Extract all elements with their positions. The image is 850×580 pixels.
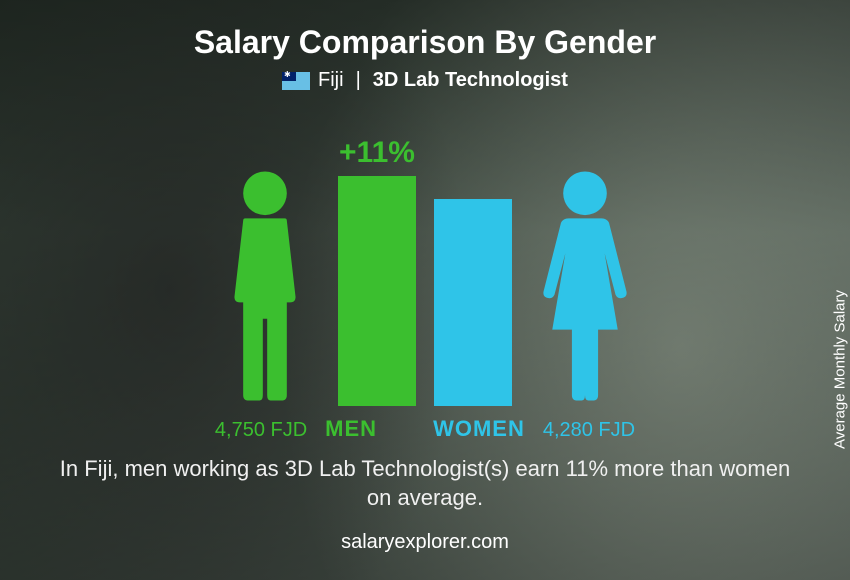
men-bar [338, 176, 416, 406]
footer-source: salaryexplorer.com [341, 531, 509, 554]
women-bar-col [434, 116, 512, 406]
men-salary-label: 4,750 FJD [215, 419, 307, 442]
fiji-flag-icon [282, 72, 310, 90]
men-label: MEN [325, 416, 377, 442]
separator: | [356, 69, 361, 92]
female-icon [530, 166, 640, 406]
country-label: Fiji [318, 69, 344, 92]
subtitle-row: Fiji | 3D Lab Technologist [282, 69, 568, 92]
women-salary-label: 4,280 FJD [543, 419, 635, 442]
labels-row: 4,750 FJD MEN WOMEN 4,280 FJD [40, 406, 810, 442]
job-title-label: 3D Lab Technologist [373, 69, 568, 92]
women-label: WOMEN [433, 416, 525, 442]
pct-diff-label: +11% [339, 136, 415, 170]
y-axis-label: Average Monthly Salary [832, 290, 849, 449]
men-icon-col [210, 166, 320, 406]
men-bar-col: +11% [338, 116, 416, 406]
male-icon [210, 166, 320, 406]
chart-area: +11% [40, 102, 810, 406]
infographic-content: Salary Comparison By Gender Fiji | 3D La… [0, 0, 850, 580]
description-text: In Fiji, men working as 3D Lab Technolog… [45, 454, 805, 513]
main-title: Salary Comparison By Gender [194, 24, 656, 61]
women-icon-col [530, 166, 640, 406]
women-bar [434, 199, 512, 406]
